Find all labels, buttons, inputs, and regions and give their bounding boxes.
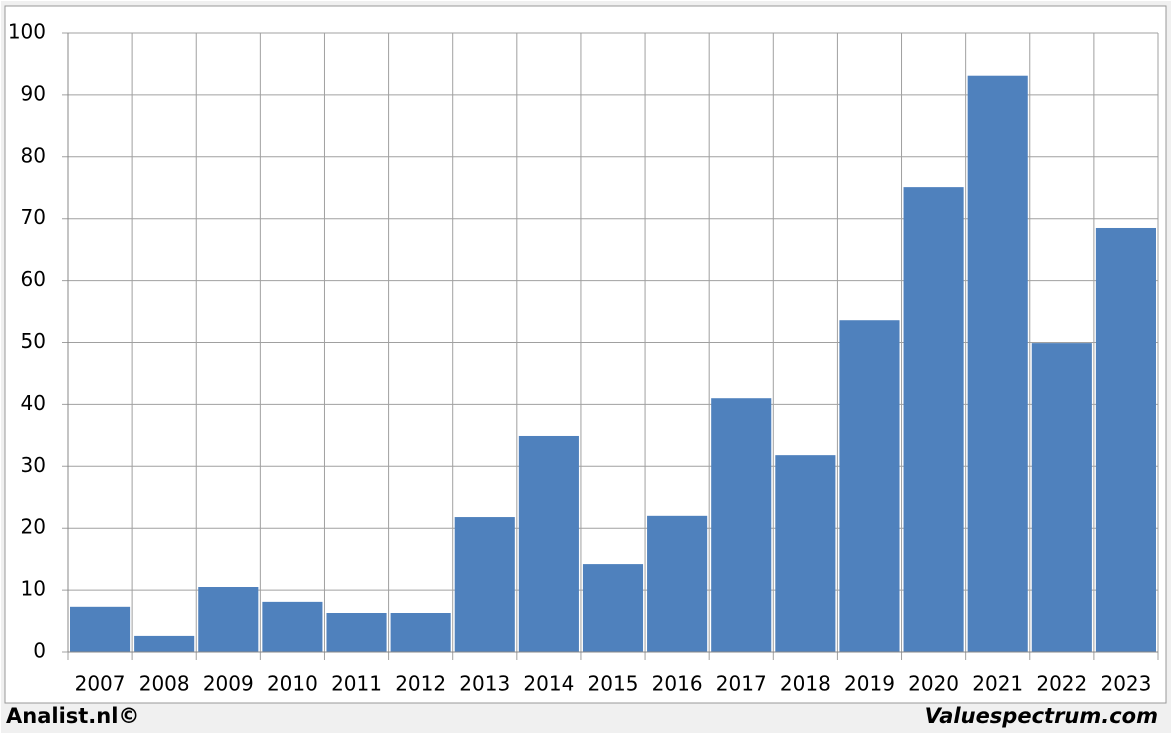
x-tick-label: 2007 [75, 672, 126, 696]
bar [647, 515, 708, 652]
y-tick-label: 30 [21, 453, 46, 477]
source-right: Valuespectrum.com [925, 704, 1158, 728]
y-tick-label: 40 [21, 391, 46, 415]
x-tick-label: 2019 [844, 672, 895, 696]
bar [582, 564, 644, 652]
bar [1095, 227, 1156, 653]
y-tick-label: 90 [21, 81, 46, 105]
bar [1031, 343, 1092, 652]
y-tick-label: 0 [33, 639, 46, 663]
x-tick-label: 2014 [523, 672, 574, 696]
y-tick-label: 70 [21, 205, 46, 229]
bar [326, 613, 387, 652]
x-tick-label: 2018 [780, 672, 831, 696]
bar [70, 606, 131, 652]
x-tick-label: 2023 [1100, 672, 1151, 696]
bar [775, 455, 836, 652]
x-tick-label: 2016 [652, 672, 703, 696]
bar [198, 587, 259, 652]
bar [390, 613, 451, 652]
source-left: Analist.nl© [6, 704, 139, 728]
x-tick-label: 2012 [395, 672, 446, 696]
bar [518, 435, 579, 652]
y-tick-label: 10 [21, 577, 46, 601]
x-tick-label: 2022 [1036, 672, 1087, 696]
y-tick-label: 20 [21, 515, 46, 539]
x-tick-label: 2011 [331, 672, 382, 696]
x-tick-label: 2010 [267, 672, 318, 696]
bar [967, 75, 1028, 652]
bar [134, 635, 195, 652]
y-tick-label: 60 [21, 267, 46, 291]
x-tick-label: 2008 [139, 672, 190, 696]
x-tick-label: 2009 [203, 672, 254, 696]
y-tick-label: 100 [8, 20, 46, 44]
x-tick-label: 2017 [716, 672, 767, 696]
x-tick-label: 2020 [908, 672, 959, 696]
x-tick-label: 2013 [459, 672, 510, 696]
y-tick-label: 80 [21, 143, 46, 167]
bar [711, 398, 772, 652]
x-tick-label: 2021 [972, 672, 1023, 696]
y-tick-label: 50 [21, 329, 46, 353]
x-tick-label: 2015 [588, 672, 639, 696]
bar [903, 187, 964, 653]
bar [262, 601, 323, 652]
bar [454, 517, 515, 652]
bar [839, 320, 900, 652]
